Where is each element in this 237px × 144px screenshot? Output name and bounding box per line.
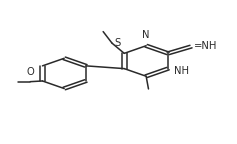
Text: N: N	[142, 30, 150, 40]
Text: O: O	[26, 67, 34, 77]
Text: S: S	[115, 38, 121, 48]
Text: NH: NH	[174, 66, 189, 76]
Text: =NH: =NH	[194, 41, 217, 51]
